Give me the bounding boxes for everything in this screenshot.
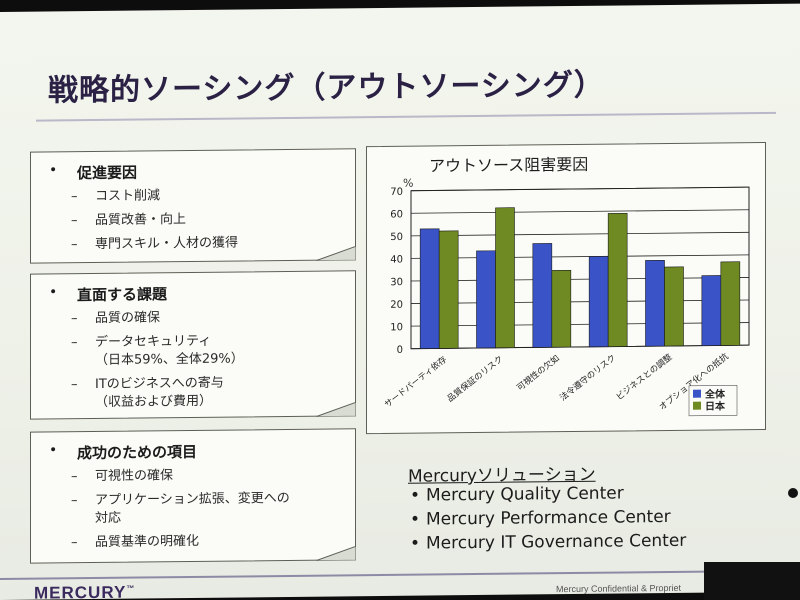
dash-marker: –: [71, 377, 78, 393]
legend-label: 全体: [704, 387, 726, 400]
dash-marker: –: [71, 493, 78, 509]
list-item: – ITのビジネスへの寄与: [71, 375, 224, 393]
mercury-logo: MERCURY™: [34, 582, 136, 600]
y-tick-label: 70: [390, 187, 403, 198]
gridline: [411, 322, 749, 327]
bar-overall: [701, 275, 722, 346]
slide-title: 戦略的ソーシング（アウトソーシング）: [48, 67, 605, 109]
y-tick-label: 10: [390, 322, 403, 333]
legend-label: 日本: [705, 399, 726, 412]
bar-overall: [645, 259, 665, 347]
page-curl-icon: [316, 546, 356, 561]
list-item: – 専門スキル・人材の獲得: [71, 235, 239, 253]
success-factors-heading: 成功のための項目: [77, 442, 198, 463]
y-tick-label: 60: [390, 209, 403, 220]
solutions-heading: Mercuryソリューション: [408, 464, 596, 487]
gridline: [411, 231, 749, 237]
page-curl-icon: [316, 246, 356, 261]
x-tick-label: 法令遵守のリスク: [558, 352, 618, 403]
dash-marker: –: [71, 189, 78, 205]
list-item: – 品質改善・向上: [71, 212, 187, 229]
list-item: – 可視性の確保: [71, 468, 174, 485]
title-divider: [36, 111, 776, 122]
y-tick-label: 20: [390, 300, 403, 311]
solution-item: • Mercury Performance Center: [410, 506, 671, 530]
confidentiality-notice: Mercury Confidential & Propriet: [556, 582, 682, 595]
y-tick-label: 50: [390, 232, 403, 243]
legend-swatch: [693, 401, 701, 410]
pointer-dot-icon: [788, 488, 798, 498]
bar-japan: [607, 212, 628, 347]
list-item-continuation: （収益および費用）: [95, 393, 213, 411]
success-factors-box: • 成功のための項目 – 可視性の確保 – アプリケーション拡張、変更への 対応 –…: [30, 428, 356, 564]
y-tick-label: 30: [390, 277, 403, 288]
dash-marker: –: [71, 237, 78, 253]
list-item: – 品質基準の明確化: [71, 533, 200, 551]
dash-marker: –: [71, 335, 78, 351]
gridline: [411, 277, 749, 282]
drivers-box: • 促進要因 – コスト削減 – 品質改善・向上 – 専門スキル・人材の獲得: [30, 148, 356, 264]
footer-divider: [0, 569, 800, 580]
bar-overall: [419, 228, 440, 349]
x-tick-label: サードパーティ依存: [382, 354, 449, 410]
bar-japan: [720, 261, 741, 346]
bar-japan: [495, 207, 515, 349]
presentation-slide: 戦略的ソーシング（アウトソーシング） • 促進要因 – コスト削減 – 品質改善・向…: [0, 3, 800, 600]
dash-marker: –: [71, 213, 78, 229]
x-tick-label: ビジネスとの調整: [614, 351, 675, 402]
chart-panel: アウトソース阻害要因 % 0 10 20 30 40 50 60 70 サードパーティ依存 品質保…: [366, 141, 766, 435]
gridline: [411, 254, 749, 259]
bar-overall: [476, 250, 496, 349]
bar-japan: [438, 230, 459, 349]
projector-shadow: [704, 562, 800, 600]
x-tick-label: 品質保証のリスク: [445, 353, 505, 404]
bar-overall: [588, 256, 609, 348]
dash-marker: –: [71, 535, 78, 551]
solution-item: • Mercury IT Governance Center: [410, 530, 687, 554]
bullet-marker: •: [49, 162, 58, 179]
drivers-heading: 促進要因: [77, 163, 138, 183]
gridline: [411, 299, 749, 304]
challenges-box: • 直面する課題 – 品質の確保 – データセキュリティ （日本59%、全体29%）…: [30, 270, 356, 420]
list-item: – 品質の確保: [71, 310, 161, 327]
bullet-marker: •: [49, 442, 58, 459]
bullet-marker: •: [49, 284, 58, 301]
list-item: – アプリケーション拡張、変更への: [71, 490, 290, 509]
solution-item: • Mercury Quality Center: [410, 483, 624, 506]
x-tick-label: 可視性の欠如: [515, 353, 562, 393]
bar-japan: [551, 269, 572, 348]
gridline: [411, 209, 749, 214]
list-item-continuation: 対応: [95, 510, 122, 527]
dash-marker: –: [71, 311, 78, 327]
list-item: – コスト削減: [71, 188, 161, 205]
list-item: – データセキュリティ: [71, 333, 212, 351]
bar-japan: [664, 266, 684, 347]
page-curl-icon: [316, 402, 356, 417]
legend-swatch: [693, 389, 701, 398]
dash-marker: –: [71, 469, 78, 485]
y-tick-label: 40: [390, 254, 403, 265]
challenges-heading: 直面する課題: [77, 285, 168, 305]
list-item-continuation: （日本59%、全体29%）: [95, 351, 244, 369]
y-tick-label: 0: [397, 345, 403, 356]
bar-overall: [532, 243, 553, 348]
plot-frame: [410, 186, 750, 350]
